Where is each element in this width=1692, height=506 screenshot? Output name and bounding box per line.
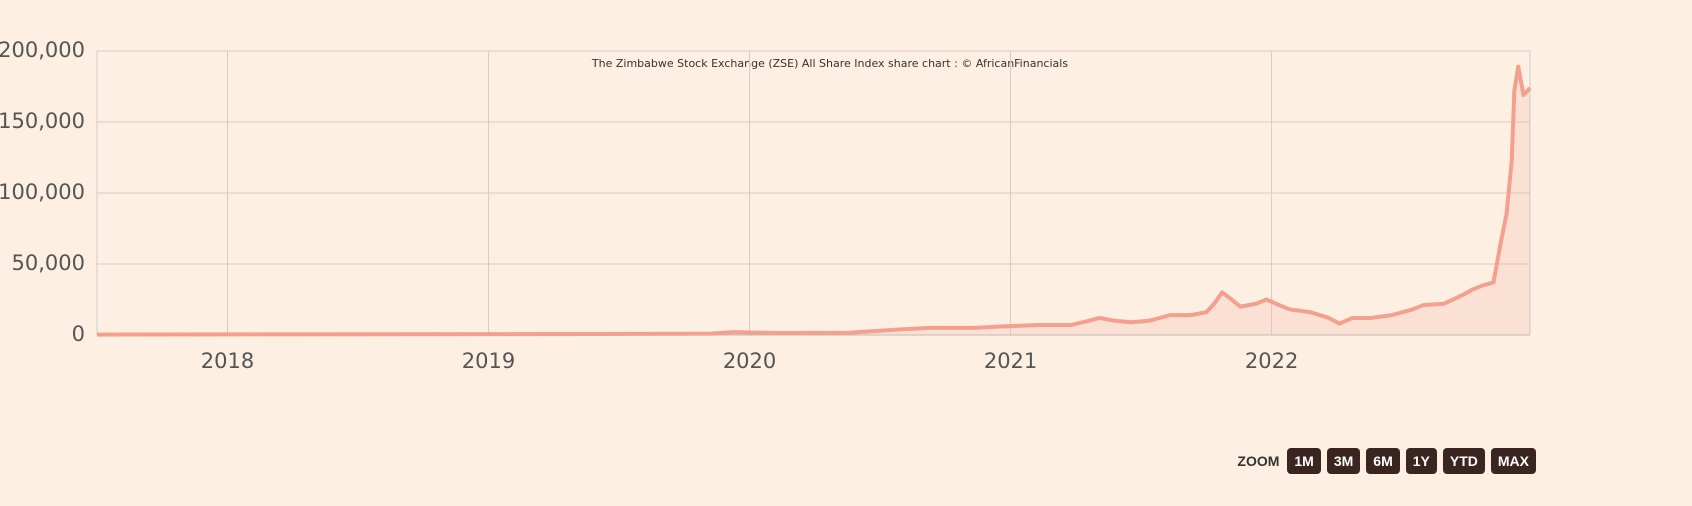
- x-tick-label: 2018: [201, 349, 254, 373]
- x-tick-label: 2022: [1245, 349, 1298, 373]
- x-tick-label: 2021: [984, 349, 1037, 373]
- y-tick-label: 150,000: [0, 109, 85, 133]
- area-fill: [97, 66, 1530, 336]
- zoom-button[interactable]: 3M: [1326, 448, 1361, 474]
- series-line: [96, 64, 1532, 337]
- zoom-button[interactable]: 1M: [1287, 448, 1321, 474]
- chart-title: The Zimbabwe Stock Exchange (ZSE) All Sh…: [591, 57, 1068, 70]
- x-tick-label: 2020: [723, 349, 776, 373]
- y-tick-label: 0: [72, 322, 85, 346]
- y-tick-label: 200,000: [0, 38, 85, 62]
- zoom-button[interactable]: MAX: [1490, 448, 1536, 474]
- zoom-button[interactable]: 6M: [1366, 448, 1400, 474]
- chart: The Zimbabwe Stock Exchange (ZSE) All Sh…: [0, 38, 1532, 373]
- y-tick-label: 50,000: [12, 251, 85, 275]
- x-tick-label: 2019: [462, 349, 515, 373]
- zoom-button[interactable]: YTD: [1442, 448, 1485, 474]
- zoom-button[interactable]: 1Y: [1405, 448, 1437, 474]
- y-tick-label: 100,000: [0, 180, 85, 204]
- zoom-label: ZOOM: [1237, 453, 1280, 469]
- zoom-bar: ZOOM 1M 3M 6M 1Y YTD MAX: [1237, 448, 1536, 474]
